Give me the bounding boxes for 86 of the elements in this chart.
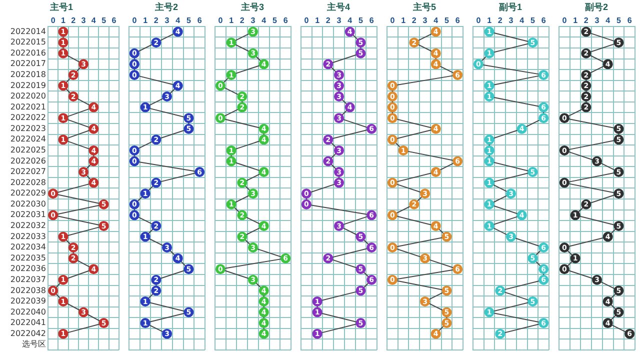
x-tick-label: 4: [262, 16, 267, 25]
x-tick-label: 1: [487, 16, 492, 25]
y-tick-label: 2022033: [10, 232, 46, 241]
x-tick-label: 4: [606, 16, 611, 25]
y-tick-label: 2022026: [10, 156, 46, 166]
y-tick-label: 2022028: [10, 178, 46, 187]
chart-title: 主号5: [412, 2, 436, 12]
x-tick-label: 5: [530, 16, 536, 25]
x-tick-label: 5: [272, 16, 278, 25]
x-tick-label: 6: [541, 16, 546, 25]
x-tick-label: 2: [240, 16, 245, 25]
x-tick-label: 1: [315, 16, 320, 25]
y-tick-label: 2022024: [10, 134, 46, 144]
x-tick-label: 6: [455, 16, 460, 25]
y-tick-label: 2022027: [10, 167, 46, 176]
y-tick-label: 2022031: [10, 210, 46, 220]
x-tick-label: 0: [50, 16, 56, 25]
y-tick-label: 2022030: [10, 199, 46, 208]
y-tick-label: 2022035: [10, 253, 46, 262]
y-tick-label: 2022038: [10, 286, 46, 295]
x-tick-label: 6: [627, 16, 632, 25]
x-tick-label: 5: [444, 16, 450, 25]
y-tick-label: 2022029: [10, 188, 46, 198]
chart-title: 主号2: [154, 2, 178, 12]
x-tick-label: 3: [594, 16, 600, 25]
y-tick-label: 2022037: [10, 274, 46, 284]
x-tick-label: 4: [520, 16, 525, 25]
x-tick-label: 0: [304, 16, 310, 25]
x-tick-label: 2: [584, 16, 589, 25]
x-tick-label: 2: [326, 16, 331, 25]
y-tick-label: 2022025: [10, 146, 46, 155]
x-tick-label: 5: [616, 16, 622, 25]
x-tick-label: 0: [562, 16, 568, 25]
y-tick-label: 2022018: [10, 70, 46, 80]
x-tick-label: 5: [102, 16, 107, 25]
x-tick-label: 4: [434, 16, 439, 25]
x-tick-label: 6: [369, 16, 374, 25]
y-tick-label: 2022034: [10, 242, 46, 252]
chart-title: 副号2: [584, 2, 608, 12]
y-tick-label: 2022020: [10, 92, 46, 101]
x-tick-label: 4: [348, 16, 353, 25]
x-tick-label: 0: [218, 16, 224, 25]
y-tick-label: 2022039: [10, 296, 46, 306]
x-tick-label: 2: [498, 16, 503, 25]
x-tick-label: 0: [476, 16, 482, 25]
x-tick-label: 3: [250, 16, 256, 25]
x-tick-label: 1: [143, 16, 148, 25]
y-tick-label: 2022019: [10, 80, 46, 90]
y-tick-label: 2022042: [10, 328, 46, 338]
x-tick-label: 4: [176, 16, 181, 25]
chart-title: 副号1: [498, 2, 522, 12]
x-tick-label: 3: [508, 16, 514, 25]
x-tick-label: 4: [91, 16, 96, 25]
x-tick-label: 3: [81, 16, 86, 25]
y-tick-label: 2022032: [10, 221, 46, 230]
x-tick-label: 5: [186, 16, 192, 25]
x-tick-label: 6: [197, 16, 202, 25]
y-tick-label: 2022041: [10, 318, 46, 328]
chart-title: 主号4: [326, 2, 350, 12]
x-tick-label: 1: [229, 16, 234, 25]
x-tick-label: 1: [60, 16, 66, 25]
x-tick-label: 1: [401, 16, 406, 25]
chart-title: 主号3: [240, 2, 264, 12]
y-tick-label: 2022021: [10, 102, 46, 112]
x-tick-label: 2: [154, 16, 159, 25]
y-tick-label: 2022017: [10, 59, 46, 68]
x-tick-label: 1: [573, 16, 578, 25]
y-tick-label: 2022022: [10, 113, 46, 122]
y-tick-label: 2022036: [10, 264, 46, 274]
y-tick-label: 2022016: [10, 48, 46, 58]
x-tick-label: 3: [336, 16, 342, 25]
y-tick-label: 2022023: [10, 124, 46, 133]
y-tick-label: 2022040: [10, 307, 46, 316]
x-tick-label: 2: [412, 16, 417, 25]
y-tick-label: 选号区: [22, 340, 46, 349]
x-tick-label: 0: [132, 16, 138, 25]
x-tick-label: 3: [164, 16, 170, 25]
x-tick-label: 0: [390, 16, 396, 25]
chart-title: 主号1: [48, 2, 74, 12]
x-tick-label: 5: [358, 16, 364, 25]
x-tick-label: 6: [112, 16, 117, 25]
x-tick-label: 6: [283, 16, 288, 25]
y-tick-label: 2022015: [10, 38, 46, 47]
x-tick-label: 2: [71, 16, 76, 25]
x-tick-label: 3: [422, 16, 428, 25]
y-tick-label: 2022014: [10, 26, 46, 36]
